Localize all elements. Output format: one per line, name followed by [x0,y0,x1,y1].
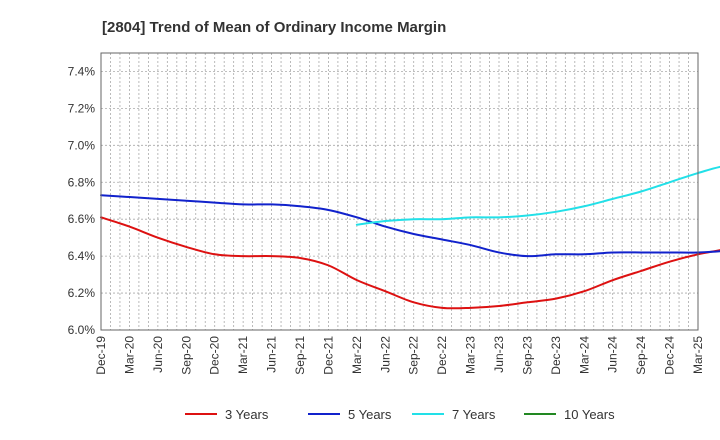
y-tick-label: 6.0% [68,323,96,337]
x-tick-label: Jun-21 [265,336,279,373]
series-line-3-years [100,216,720,310]
legend-label-3-years: 3 Years [225,407,269,422]
plot-area [101,53,698,330]
x-tick-label: Mar-21 [236,336,250,374]
y-tick-label: 6.8% [68,175,96,189]
y-axis: 6.0% 6.2% 6.4% 6.6% 6.8% 7.0% 7.2% 7.4% [68,64,96,337]
x-tick-label: Dec-24 [663,336,677,375]
y-tick-label: 6.6% [68,212,96,226]
x-tick-label: Jun-24 [606,336,620,373]
x-tick-label: Sep-22 [407,336,421,375]
plot-frame [100,52,699,331]
x-tick-label: Mar-24 [577,336,591,374]
y-tick-label: 6.4% [68,249,96,263]
x-tick-label: Dec-22 [435,336,449,375]
x-tick-label: Jun-20 [151,336,165,373]
x-tick-label: Sep-20 [179,336,193,375]
x-tick-label: Sep-23 [520,336,534,375]
x-tick-label: Dec-21 [321,336,335,375]
x-axis: Dec-19 Mar-20 Jun-20 Sep-20 Dec-20 Mar-21 Jun-… [94,336,705,375]
y-tick-label: 6.2% [68,286,96,300]
x-tick-label: Dec-19 [94,336,108,375]
x-tick-label: Jun-23 [492,336,506,373]
x-tick-label: Dec-23 [549,336,563,375]
x-tick-label: Dec-20 [208,336,222,375]
chart-title: [2804] Trend of Mean of Ordinary Income … [102,19,446,36]
x-tick-label: Sep-21 [293,336,307,375]
y-tick-label: 7.4% [68,64,96,78]
legend: 3 Years 5 Years 7 Years 10 Years [185,407,615,422]
x-tick-label: Mar-20 [122,336,136,374]
legend-label-5-years: 5 Years [348,407,392,422]
y-tick-label: 7.0% [68,138,96,152]
x-tick-label: Mar-23 [464,336,478,374]
legend-label-7-years: 7 Years [452,407,496,422]
x-tick-label: Mar-25 [691,336,705,374]
series-line-7-years [355,165,720,226]
x-tick-label: Jun-22 [378,336,392,373]
legend-label-10-years: 10 Years [564,407,615,422]
x-tick-label: Sep-24 [634,336,648,375]
y-tick-label: 7.2% [68,101,96,115]
x-tick-label: Mar-22 [350,336,364,374]
